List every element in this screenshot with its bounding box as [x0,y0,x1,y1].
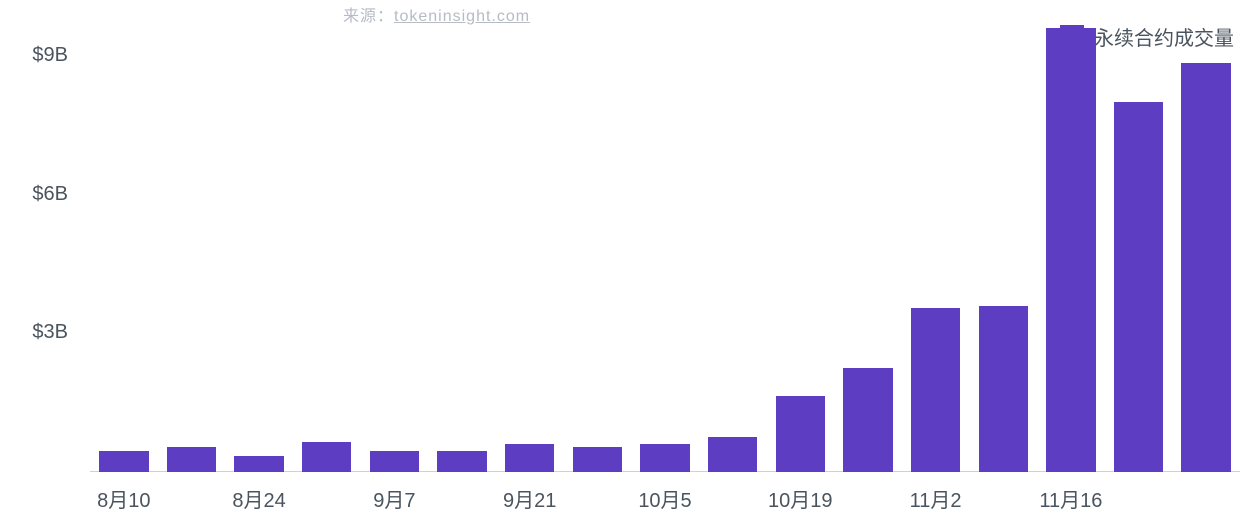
bar [437,451,486,472]
bar [776,396,825,472]
bar [370,451,419,472]
y-axis-label: $3B [8,321,68,344]
bar [505,444,554,472]
bar [911,308,960,472]
bar [1114,102,1163,472]
bar [1181,63,1230,472]
chart-container: 来源：tokeninsight.com 永续合约成交量 $3B$6B$9B8月1… [0,0,1252,524]
bar [843,368,892,472]
x-axis-label: 10月19 [768,484,833,513]
plot-area [90,10,1240,472]
bar [99,451,148,472]
y-axis-label: $6B [8,183,68,206]
bar [708,437,757,472]
bar [302,442,351,472]
x-axis-label: 9月7 [373,484,415,513]
bar [234,456,283,472]
bar [640,444,689,472]
x-axis-label: 11月2 [910,484,962,513]
x-axis-label: 8月24 [232,484,285,513]
x-axis-label: 11月16 [1039,484,1102,513]
x-axis-label: 8月10 [97,484,150,513]
x-axis-label: 10月5 [638,484,691,513]
y-axis-label: $9B [8,44,68,67]
bar [573,447,622,472]
x-axis-label: 9月21 [503,484,556,513]
bar [979,306,1028,472]
bar [167,447,216,472]
bar [1046,28,1095,472]
